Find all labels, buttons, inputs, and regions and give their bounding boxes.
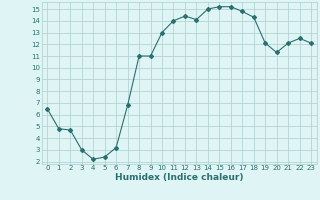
X-axis label: Humidex (Indice chaleur): Humidex (Indice chaleur) — [115, 173, 244, 182]
